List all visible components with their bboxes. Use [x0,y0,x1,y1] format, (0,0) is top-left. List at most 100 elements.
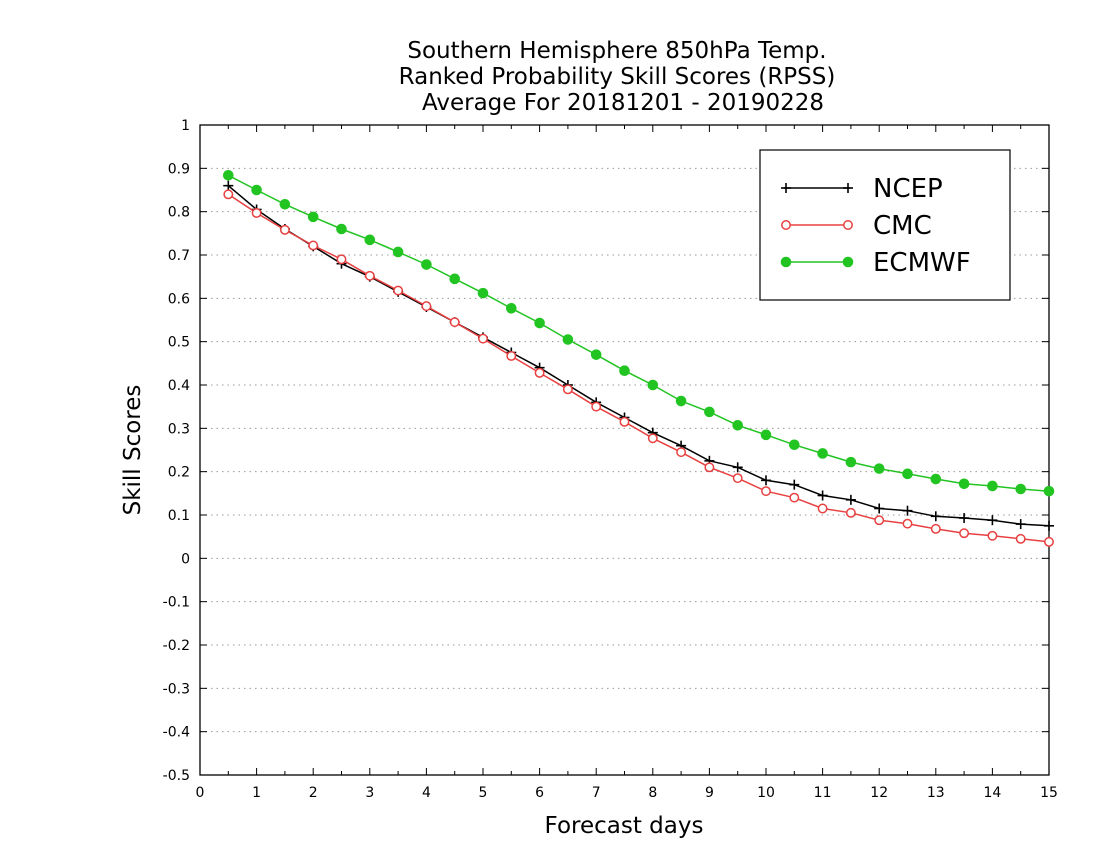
y-tick-label: -0.2 [163,638,190,654]
data-point-ncep [845,494,856,505]
x-axis-title: Forecast days [545,813,704,839]
series-ecmwf [223,169,1055,497]
data-point-ecmwf [987,480,998,492]
data-point-cmc [308,240,319,251]
data-point-ncep [732,462,743,473]
title-line-3: Average For 20181201 - 20190228 [422,90,824,116]
data-point-ecmwf [279,199,291,210]
data-point-cmc [534,367,545,378]
data-point-ecmwf [958,478,970,490]
y-tick-label: 0.3 [168,421,190,437]
legend: NCEP CMC ECMWF [759,149,1011,301]
data-point-cmc [647,433,658,444]
y-tick-label: -0.4 [163,725,190,741]
data-point-ecmwf [647,379,659,391]
legend-label-ncep: NCEP [873,174,943,204]
data-point-ecmwf [534,317,545,329]
x-tick-label: 10 [757,785,775,801]
x-tick-label: 7 [592,785,601,801]
y-axis-title: Skill Scores [120,385,146,516]
x-tick-label: 14 [983,785,1001,801]
x-tick-label: 13 [927,785,945,801]
data-point-ncep [874,503,885,514]
data-point-cmc [1044,536,1054,547]
legend-label-ecmwf: ECMWF [873,248,971,278]
data-point-ecmwf [336,223,347,235]
y-tick-label: 0 [181,551,190,567]
y-tick-label: -0.1 [163,595,190,611]
chart-title: Southern Hemisphere 850hPa Temp. Ranked … [399,38,836,116]
data-point-cmc [591,401,602,412]
y-tick-label: -0.5 [163,768,190,784]
data-point-ecmwf [902,468,913,480]
data-point-ecmwf [789,439,800,451]
data-point-cmc [704,462,715,473]
data-point-cmc [676,447,687,458]
data-point-cmc [902,518,913,529]
legend-marker-start-ecmwf [780,256,792,268]
data-point-cmc [1015,533,1026,544]
data-point-cmc [789,492,800,503]
y-tick-labels: -0.5 -0.4 -0.3 -0.2 -0.1 0 0.1 0.2 0.3 0.4 0.5 0.6 0… [163,118,190,784]
y-tick-label: -0.3 [163,681,190,697]
legend-marker-start-ncep [781,183,791,193]
data-point-cmc [449,317,460,328]
data-point-cmc [761,486,771,497]
legend-item-ncep: NCEP [781,174,943,204]
y-tick-label: 0.1 [168,508,190,524]
data-point-ecmwf [223,169,234,181]
legend-marker-end-cmc [843,220,853,230]
data-point-ecmwf [506,303,517,314]
x-tick-label: 12 [870,785,888,801]
data-point-ncep [930,511,941,522]
data-point-ecmwf [1015,483,1027,495]
data-point-ecmwf [873,463,885,474]
data-point-cmc [619,416,630,427]
data-point-ecmwf [817,448,828,459]
data-point-cmc [874,515,885,526]
data-point-ecmwf [732,420,744,431]
data-point-ecmwf [477,287,489,299]
data-point-cmc [732,473,743,484]
y-tick-label: 0.5 [168,335,190,351]
data-point-ncep [223,180,234,191]
data-point-ncep [959,513,970,524]
data-point-cmc [506,351,517,361]
x-tick-labels: 0 1 2 3 4 5 6 7 8 9 10 11 12 13 14 15 [196,785,1058,801]
x-tick-label: 0 [196,785,205,801]
x-tick-label: 5 [479,785,488,801]
legend-item-ecmwf: ECMWF [780,248,971,278]
x-tick-label: 2 [309,785,318,801]
data-point-cmc [845,507,856,518]
series-cmc [223,189,1054,547]
legend-item-cmc: CMC [781,211,932,241]
data-point-cmc [930,523,941,534]
y-tick-label: 0.9 [168,161,190,177]
data-point-ncep [761,475,771,486]
x-tick-label: 11 [814,785,832,801]
legend-marker-end-ecmwf [842,256,854,268]
data-point-ecmwf [845,456,857,468]
data-point-cmc [364,270,375,281]
data-point-cmc [421,301,432,312]
x-tick-label: 8 [648,785,657,801]
data-point-cmc [393,285,404,296]
x-tick-label: 6 [535,785,544,801]
data-point-ecmwf [1043,485,1055,497]
data-point-ecmwf [675,395,687,407]
data-point-ecmwf [392,246,404,258]
data-point-cmc [251,208,262,218]
data-point-ecmwf [449,273,461,285]
data-point-ncep [1015,519,1026,530]
data-point-cmc [223,189,234,200]
legend-marker-start-cmc [781,220,791,230]
axis-ticks [199,124,1050,776]
x-tick-label: 15 [1040,785,1058,801]
x-tick-label: 9 [705,785,714,801]
data-point-ecmwf [562,334,574,345]
y-tick-label: 0.2 [168,465,190,481]
y-tick-label: 0.4 [168,378,190,394]
y-tick-label: 1 [181,118,190,134]
data-point-ncep [1044,520,1054,531]
